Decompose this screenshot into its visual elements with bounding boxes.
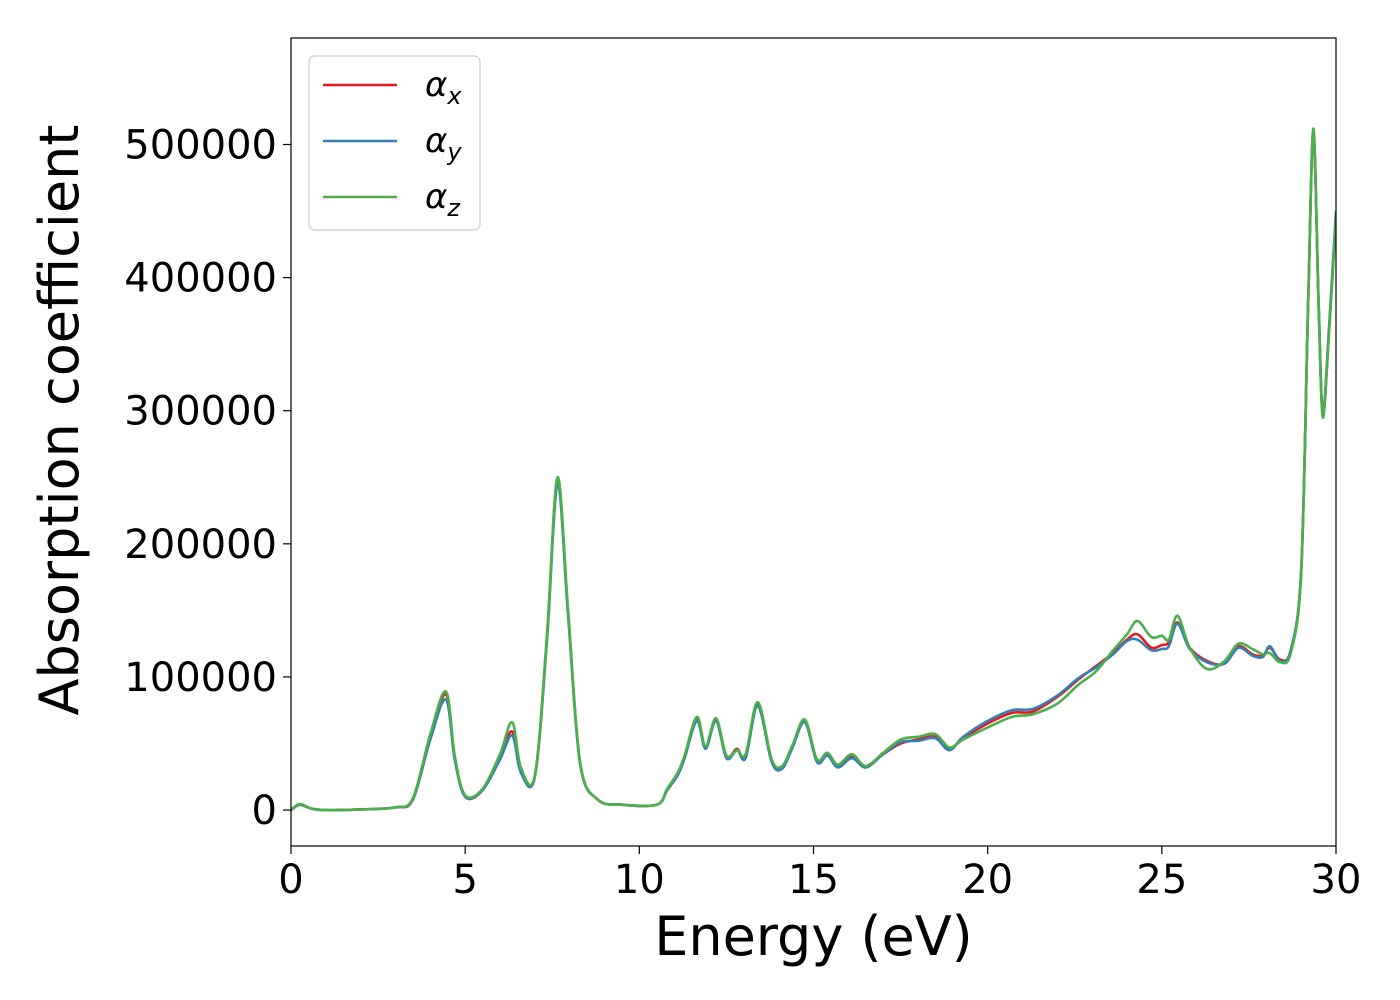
- series-layer: [291, 127, 1336, 812]
- x-axis: 0 5 10 15 20 25 30: [278, 846, 1361, 903]
- legend-label-y: αy: [425, 121, 462, 166]
- x-tick-label: 15: [788, 857, 839, 903]
- x-tick-label: 25: [1136, 857, 1187, 903]
- y-tick-label: 500000: [124, 122, 277, 168]
- y-axis-label: Absorption coefficient: [28, 125, 91, 716]
- x-tick-label: 5: [452, 857, 477, 903]
- x-axis-label: Energy (eV): [654, 905, 973, 968]
- y-tick-label: 100000: [124, 655, 277, 701]
- y-tick-label: 400000: [124, 256, 277, 302]
- x-tick-label: 30: [1311, 857, 1362, 903]
- series-line-z: [291, 127, 1336, 812]
- legend-box: [308, 55, 481, 231]
- legend-label-z: αz: [425, 177, 461, 222]
- x-tick-label: 0: [278, 857, 303, 903]
- legend-label-x: αx: [425, 65, 462, 110]
- y-tick-label: 0: [252, 788, 277, 834]
- x-tick-label: 10: [614, 857, 665, 903]
- series-line-y: [291, 129, 1336, 812]
- y-axis: 0 100000 200000 300000 400000 500000: [124, 122, 291, 834]
- y-tick-label: 300000: [124, 389, 277, 435]
- legend: αx αy αz: [308, 55, 481, 231]
- y-tick-label: 200000: [124, 522, 277, 568]
- x-tick-label: 20: [962, 857, 1013, 903]
